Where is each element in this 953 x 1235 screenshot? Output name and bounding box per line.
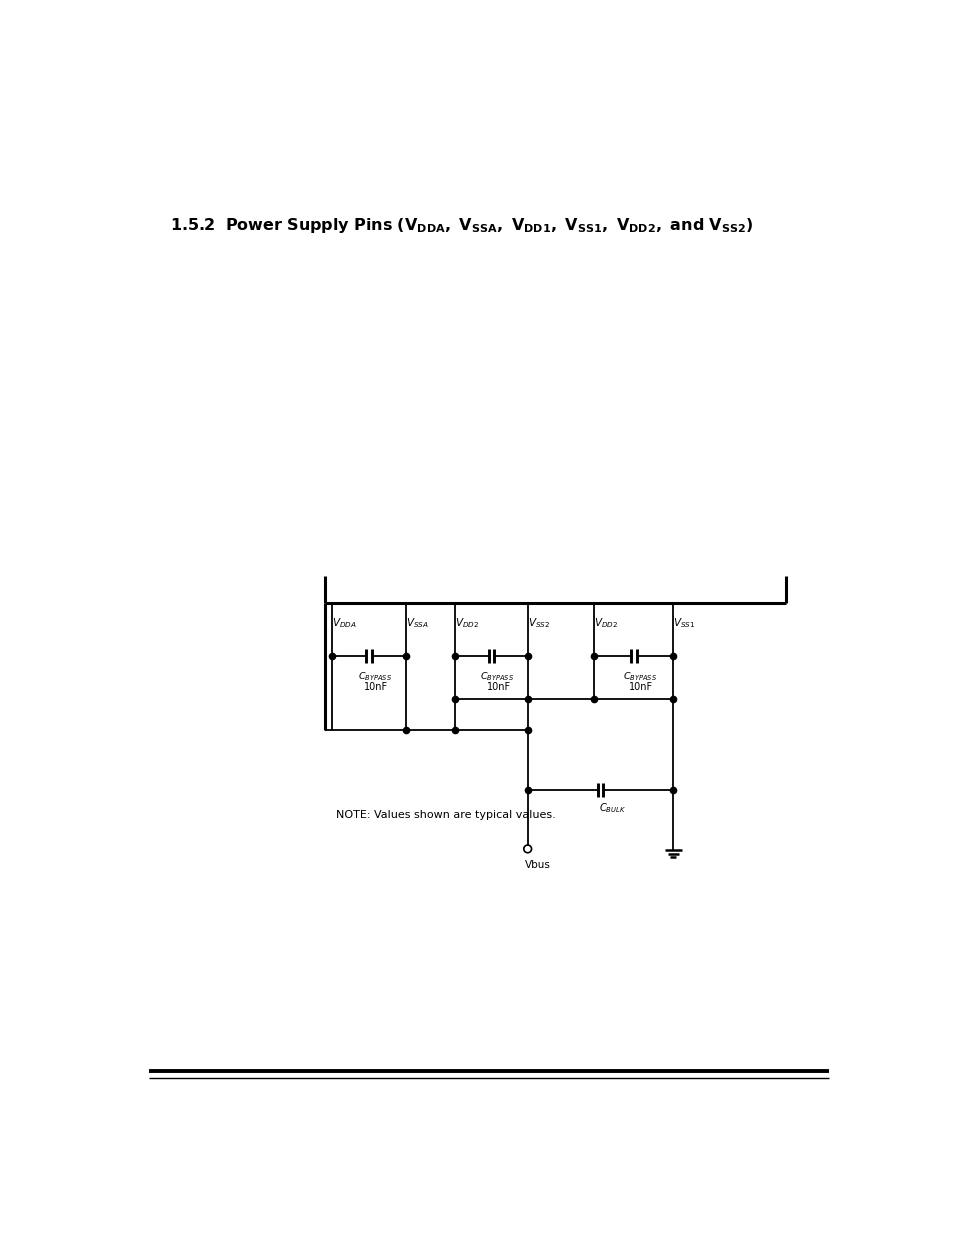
Text: $C_{BYPASS}$: $C_{BYPASS}$ <box>622 671 657 683</box>
Text: 10nF: 10nF <box>486 682 510 692</box>
Text: $C_{BYPASS}$: $C_{BYPASS}$ <box>357 671 392 683</box>
Text: $V_{SS1}$: $V_{SS1}$ <box>673 616 695 630</box>
Text: $V_{SS2}$: $V_{SS2}$ <box>527 616 549 630</box>
Text: $V_{SSA}$: $V_{SSA}$ <box>406 616 428 630</box>
Text: Vbus: Vbus <box>525 860 551 869</box>
Text: $C_{BULK}$: $C_{BULK}$ <box>598 802 625 815</box>
Text: $\mathbf{1.5.2\ \ Power\ Supply\ Pins\ (V_{DDA},\ V_{SSA},\ V_{DD1},\ V_{SS1},\ : $\mathbf{1.5.2\ \ Power\ Supply\ Pins\ (… <box>170 216 752 235</box>
Text: 10nF: 10nF <box>364 682 388 692</box>
Text: $V_{DDA}$: $V_{DDA}$ <box>332 616 356 630</box>
Text: $C_{BYPASS}$: $C_{BYPASS}$ <box>480 671 514 683</box>
Text: $V_{DD2}$: $V_{DD2}$ <box>455 616 478 630</box>
Text: $V_{DD2}$: $V_{DD2}$ <box>594 616 618 630</box>
Text: NOTE: Values shown are typical values.: NOTE: Values shown are typical values. <box>335 810 556 820</box>
Text: 10nF: 10nF <box>629 682 653 692</box>
